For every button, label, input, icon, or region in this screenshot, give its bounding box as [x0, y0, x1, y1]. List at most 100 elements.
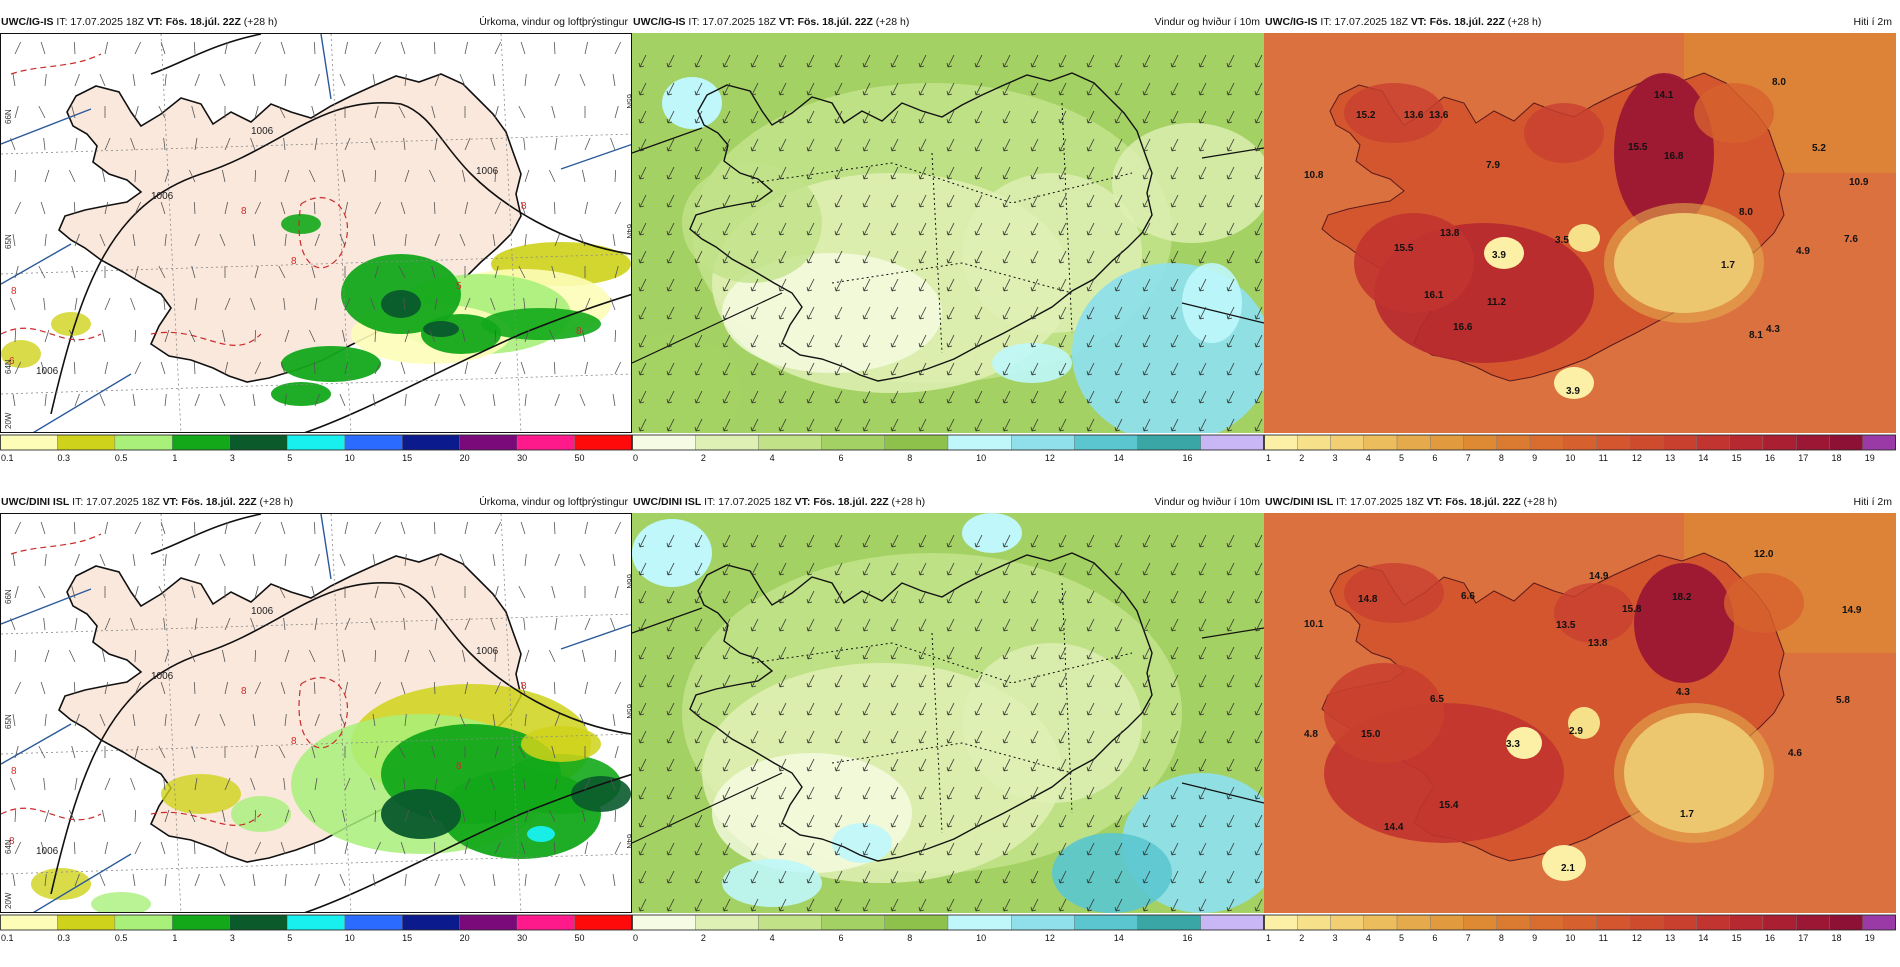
wind-arrow — [1254, 334, 1263, 348]
wind-barb — [434, 553, 440, 567]
wind-barb — [431, 745, 436, 759]
wind-arrow — [918, 306, 927, 320]
wind-arrow — [806, 674, 815, 688]
wind-arrow — [1114, 278, 1123, 292]
wind-arrow — [890, 194, 899, 208]
wind-barb — [252, 713, 256, 727]
precip-map[interactable]: 1006 1006 1006 1006 8 8 8 8 5 6 8 66N 65N 64N 20W 65N 64… — [0, 33, 632, 433]
wind-barb — [492, 73, 496, 87]
precip-map[interactable]: 1006 1006 1006 1006 8 8 8 8 8 8 66N 65N 64N 20W 66N 65N… — [0, 513, 632, 913]
wind-barb — [38, 265, 46, 279]
wind-arrow — [1058, 674, 1067, 688]
wind-arrow — [1198, 730, 1207, 744]
precip-cell — [271, 382, 331, 406]
wind-barb — [311, 105, 316, 119]
colorbar-swatch — [287, 914, 345, 931]
wind-barb — [523, 777, 526, 791]
wind-barb — [344, 361, 349, 375]
colorbar-label: 16 — [1183, 933, 1193, 943]
colorbar-label: 2 — [1299, 453, 1304, 463]
wind-arrow — [862, 222, 871, 236]
wind-barb — [219, 393, 226, 407]
colorbar-label: 2 — [701, 453, 706, 463]
wind-arrow — [1002, 390, 1011, 404]
lon-line — [160, 34, 182, 432]
wind-barb — [101, 329, 106, 343]
wind-barb — [193, 41, 196, 55]
wind-arrow — [1086, 758, 1095, 772]
wind-barb — [283, 137, 286, 151]
product-title: Úrkoma, vindur og loftþrýstingur — [479, 16, 628, 28]
wind-arrow — [806, 730, 815, 744]
wind-barb — [308, 649, 316, 663]
panel-header: UWC/DINI ISL IT: 17.07.2025 18Z VT: Fös.… — [1264, 492, 1896, 513]
wind-arrow — [1254, 730, 1263, 744]
wind-arrow — [666, 814, 675, 828]
wind-arrow — [1114, 54, 1123, 68]
wind-barb — [278, 585, 286, 599]
valid-label: VT: — [162, 496, 179, 508]
wind-barb — [283, 297, 286, 311]
wind-arrow — [1226, 562, 1235, 576]
wind-barb — [581, 169, 586, 183]
wind-barb — [193, 681, 196, 695]
temp-map[interactable]: 15.2 13.6 13.6 14.1 8.0 10.8 7.9 15.5 16.8 5.2 10.… — [1264, 33, 1896, 433]
colorbar-label: 20 — [460, 933, 470, 943]
wind-arrow — [1030, 646, 1039, 660]
wind-arrow — [890, 730, 899, 744]
wind-barb — [554, 617, 558, 631]
wind-barb — [193, 361, 196, 375]
wind-arrow — [1002, 418, 1011, 432]
wind-arrow — [1142, 730, 1151, 744]
colorbar-swatch — [574, 434, 632, 451]
wind-arrow — [1002, 534, 1011, 548]
colorbar-label: 11 — [1599, 453, 1608, 463]
wind-barb — [553, 201, 556, 215]
wind-barb — [280, 841, 286, 855]
wind-barb — [73, 521, 76, 535]
wind-arrow — [1114, 194, 1123, 208]
temp-label: 8 — [241, 206, 247, 217]
wind-arrow — [638, 590, 647, 604]
wind-arrow — [1086, 194, 1095, 208]
wind-barb — [492, 713, 496, 727]
wind-arrow — [806, 390, 815, 404]
wind-barb — [160, 201, 166, 215]
wind-barb — [614, 681, 622, 695]
panel-header: UWC/DINI ISL IT: 17.07.2025 18Z VT: Fös.… — [0, 492, 632, 513]
temperature-value: 16.6 — [1453, 322, 1473, 333]
wind-barb — [314, 553, 320, 567]
wind-arrow — [666, 870, 675, 884]
wind-arrow — [918, 418, 927, 432]
wind-barb — [433, 41, 436, 55]
colorbar-label: 8 — [1499, 453, 1504, 463]
wind-barb — [40, 201, 46, 215]
temperature-region — [1634, 563, 1734, 683]
wind-arrow — [806, 362, 815, 376]
wind-arrow — [946, 138, 955, 152]
wind-arrow — [722, 138, 731, 152]
wind-arrow — [638, 418, 647, 432]
wind-arrow — [722, 194, 731, 208]
wind-barb — [191, 105, 196, 119]
wind-barb — [431, 105, 436, 119]
wind-map[interactable] — [632, 33, 1264, 433]
wind-arrow — [1114, 842, 1123, 856]
colorbar-swatch — [821, 434, 886, 451]
wind-map[interactable] — [632, 513, 1264, 913]
wind-barb — [224, 777, 231, 791]
wind-barb — [104, 841, 109, 855]
temp-map-canvas: 15.2 13.6 13.614.18.010.87.915.516.85.210.… — [1264, 33, 1896, 433]
wind-arrow — [1198, 870, 1207, 884]
wind-arrow — [1226, 194, 1235, 208]
wind-barb — [12, 553, 16, 567]
wind-barb — [433, 201, 436, 215]
temp-map[interactable]: 12.0 14.9 14.8 6.6 18.2 14.9 10.1 13.5 15.8 13.8 6… — [1264, 513, 1896, 913]
wind-barb — [553, 841, 556, 855]
wind-barb — [374, 265, 379, 279]
wind-arrow — [1114, 870, 1123, 884]
wind-arrow — [1002, 362, 1011, 376]
wind-arrow — [974, 222, 983, 236]
wind-arrow — [1002, 194, 1011, 208]
wind-barb — [490, 297, 496, 311]
